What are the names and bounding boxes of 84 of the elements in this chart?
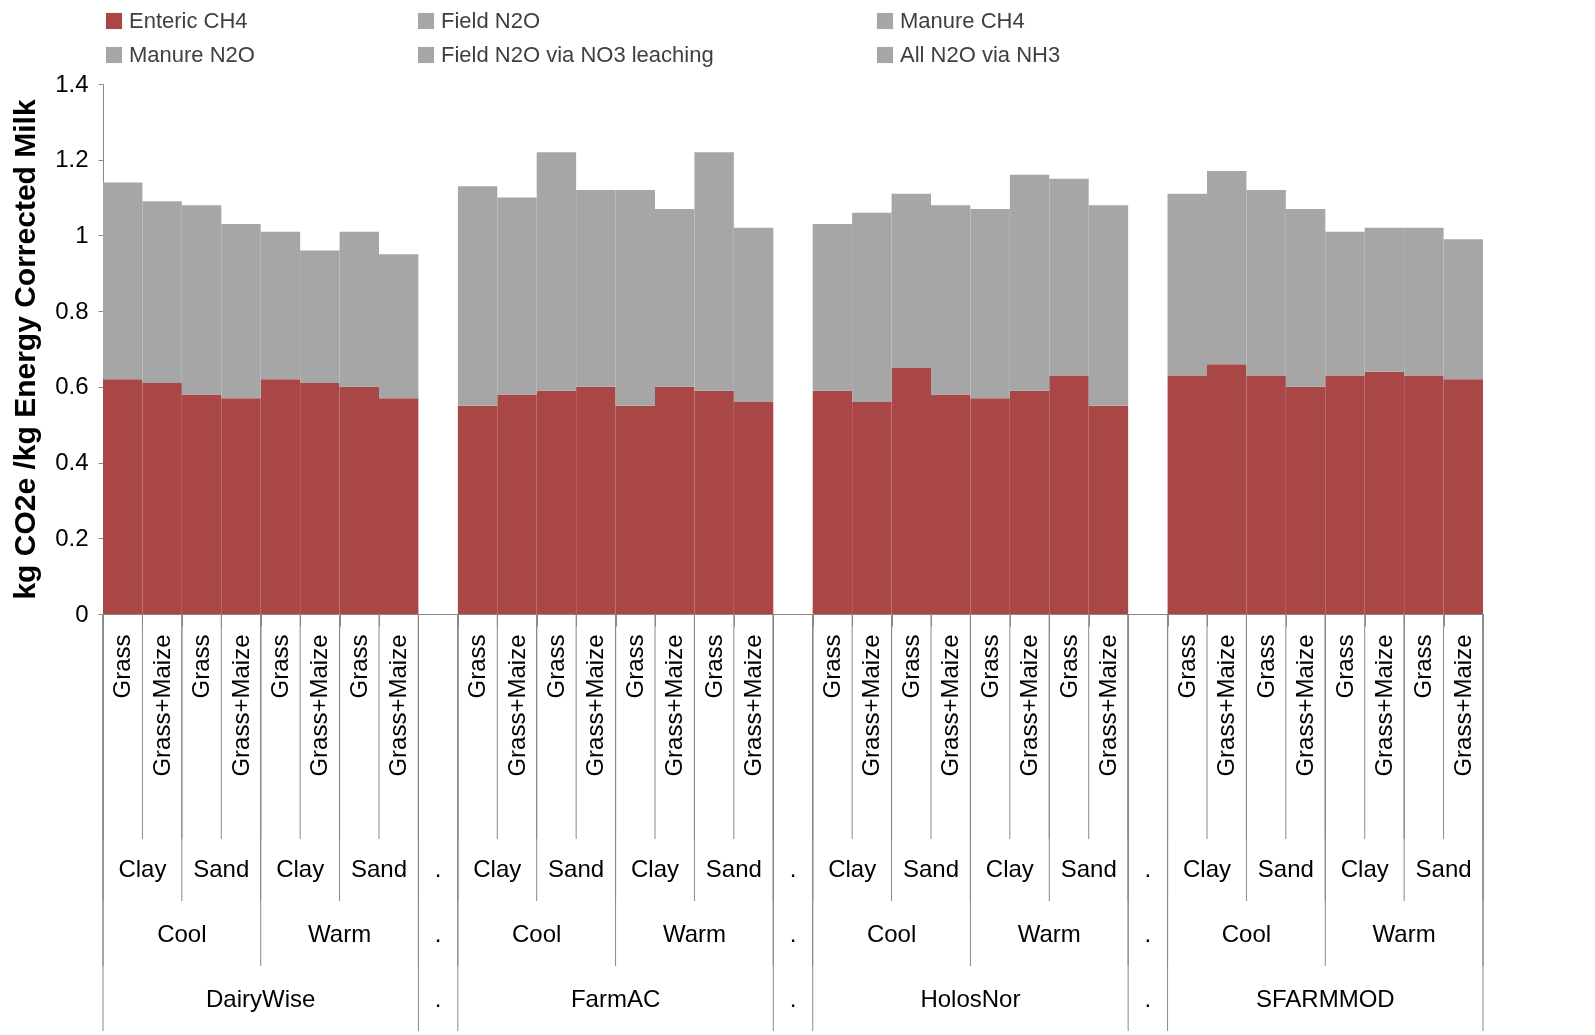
x-tick-label: Grass <box>541 634 569 699</box>
text: Clay <box>276 855 325 882</box>
text: . <box>434 985 442 1012</box>
text: . <box>1144 855 1152 882</box>
y-axis-title: kg CO2e /kg Energy Corrected Milk <box>8 99 42 600</box>
text: Sand <box>1415 855 1472 882</box>
x-tick-label: Grass <box>1251 634 1279 699</box>
x-tick-label: Grass+Maize <box>1291 634 1319 777</box>
legend-label: Manure N2O <box>129 42 255 67</box>
legend-label: All N2O via NH3 <box>900 42 1061 67</box>
x-tick-label: Grass+Maize <box>660 634 688 777</box>
x-tick-label: Grass+Maize <box>384 634 412 777</box>
x-tick-label: Grass <box>975 634 1003 699</box>
x-tick-label: Grass <box>620 634 648 699</box>
x-tick-label: Grass+Maize <box>1448 634 1476 777</box>
x-tick-label: Grass <box>463 634 491 699</box>
text: SFARMMOD <box>1255 985 1395 1012</box>
x-tick-label: Grass <box>1172 634 1200 699</box>
text: DairyWise <box>206 985 316 1012</box>
x-tick-label: Grass+Maize <box>581 634 609 777</box>
x-tick-label: Grass <box>1409 634 1437 699</box>
legend-label: Manure CH4 <box>900 8 1025 33</box>
x-tick-label: Grass <box>265 634 293 699</box>
y-tick-label: 1 <box>75 220 89 248</box>
y-tick-label: 0.2 <box>55 523 89 551</box>
x-tick-label: Grass+Maize <box>1093 634 1121 777</box>
x-tick-label: Grass+Maize <box>305 634 333 777</box>
legend-label: Field N2O via NO3 leaching <box>441 42 714 67</box>
x-tick-label: Grass+Maize <box>147 634 175 777</box>
x-tick-label: Grass+Maize <box>739 634 767 777</box>
x-tick-label: Grass <box>187 634 215 699</box>
text: . <box>1144 920 1152 947</box>
x-tick-label: Grass <box>817 634 845 699</box>
x-tick-label: Grass <box>1330 634 1358 699</box>
text: . <box>1144 985 1152 1012</box>
y-tick-label: 0 <box>75 599 89 627</box>
x-tick-label: Grass <box>896 634 924 699</box>
text: Sand <box>193 855 250 882</box>
x-tick-label: Grass <box>1054 634 1082 699</box>
x-tick-label: Grass <box>344 634 372 699</box>
text: . <box>789 920 797 947</box>
text: FarmAC <box>570 985 661 1012</box>
text: Warm <box>1017 920 1081 947</box>
text: . <box>789 855 797 882</box>
text: Sand <box>350 855 408 882</box>
x-tick-label: Grass+Maize <box>1369 634 1397 777</box>
text: Cool <box>866 920 917 947</box>
text: Sand <box>705 855 762 882</box>
text: HolosNor <box>920 985 1021 1012</box>
text: Clay <box>473 855 522 882</box>
text: Clay <box>828 855 877 882</box>
x-tick-label: Grass+Maize <box>226 634 254 777</box>
x-tick-label: Grass+Maize <box>1212 634 1240 777</box>
text: . <box>789 985 797 1012</box>
text: Clay <box>118 855 167 882</box>
text: Sand <box>548 855 605 882</box>
text: Clay <box>630 855 680 882</box>
y-tick-label: 0.8 <box>55 296 89 324</box>
y-tick-label: 0.6 <box>55 372 89 400</box>
text: Cool <box>157 920 207 947</box>
x-tick-label: Grass+Maize <box>936 634 964 777</box>
y-tick-label: 1.4 <box>55 69 89 97</box>
text: Clay <box>985 855 1034 882</box>
text: Warm <box>308 920 372 947</box>
legend-label: Field N2O <box>441 8 541 33</box>
x-tick-label: Grass+Maize <box>857 634 885 777</box>
x-tick-label: Grass <box>699 634 727 699</box>
text: Sand <box>1257 855 1314 882</box>
text: . <box>434 855 442 882</box>
x-tick-label: Grass+Maize <box>502 634 530 777</box>
legend-label: Enteric CH4 <box>129 8 248 33</box>
text: Cool <box>512 920 562 947</box>
y-tick-label: 1.2 <box>55 145 89 173</box>
x-tick-label: Grass+Maize <box>1015 634 1043 777</box>
text: Sand <box>902 855 960 882</box>
text: Warm <box>662 920 726 947</box>
text: . <box>434 920 442 947</box>
text: Clay <box>1340 855 1389 882</box>
text: Warm <box>1372 920 1436 947</box>
text: Clay <box>1182 855 1232 882</box>
y-tick-label: 0.4 <box>55 448 89 476</box>
x-tick-label: Grass <box>108 634 136 699</box>
text: Sand <box>1060 855 1117 882</box>
text: Cool <box>1221 920 1272 947</box>
